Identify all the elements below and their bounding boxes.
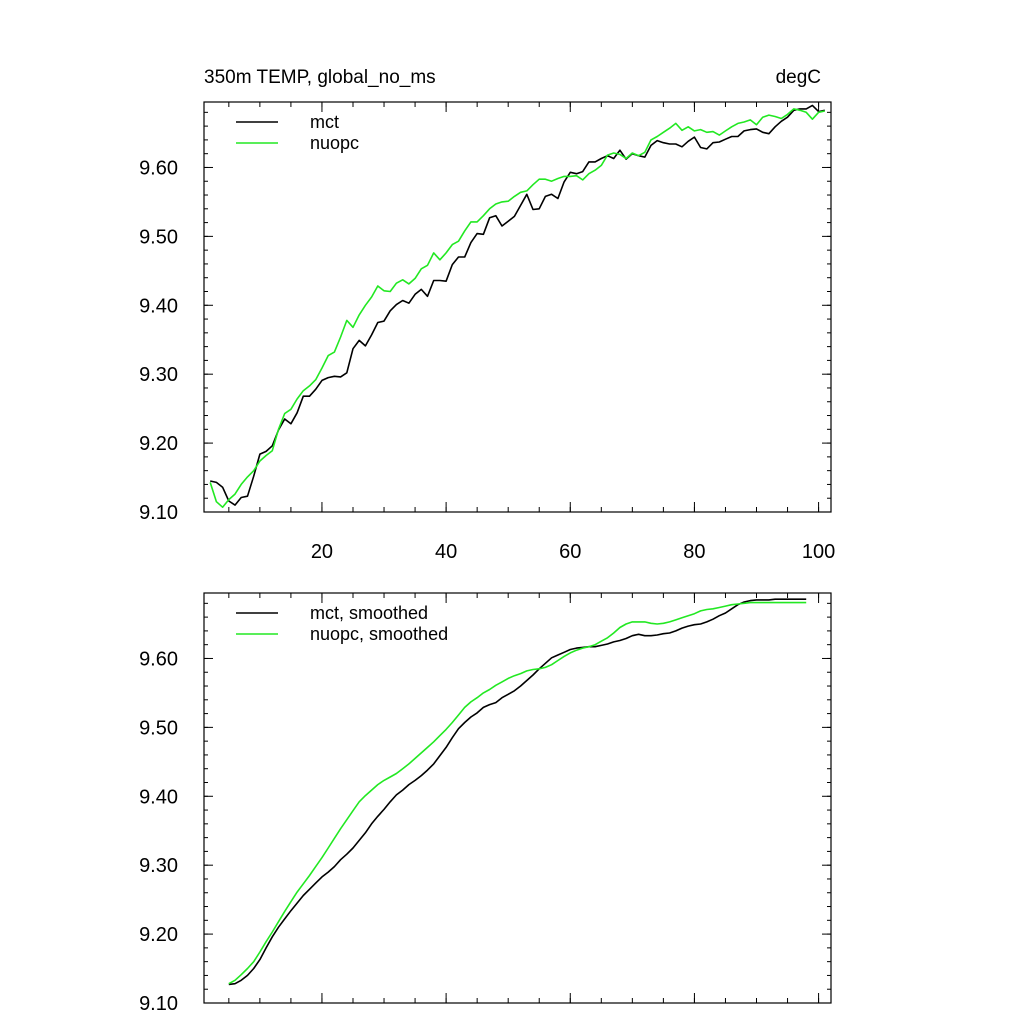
y-tick-label: 9.40 — [139, 295, 178, 317]
bottom-panel-axes: 9.10 9.20 9.30 9.40 9.50 9.60 — [139, 593, 831, 1015]
top-panel-series — [209, 104, 825, 509]
top-panel-title: 350m TEMP, global_no_ms — [204, 67, 436, 88]
y-tick-label: 9.20 — [139, 433, 178, 455]
y-tick-label: 9.50 — [139, 717, 178, 739]
legend-label: mct — [310, 112, 339, 132]
x-tick-label: 20 — [311, 541, 333, 563]
bottom-panel: 9.10 9.20 9.30 9.40 9.50 9.60 mct, smoothednu… — [139, 592, 832, 1015]
bottom-series-0-line — [228, 598, 807, 986]
y-tick-label: 9.60 — [139, 157, 178, 179]
top-series-0-line — [210, 104, 825, 506]
legend-label: nuopc, smoothed — [310, 624, 448, 644]
y-tick-label: 9.50 — [139, 226, 178, 248]
x-tick-label: 40 — [435, 541, 457, 563]
bottom-series-1-line — [228, 601, 807, 985]
y-tick-label: 9.30 — [139, 364, 178, 386]
top-series-1-line — [209, 108, 825, 509]
top-panel: 350m TEMP, global_no_ms degC 9.10 9.20 9.3… — [139, 67, 835, 563]
top-panel-axes: 9.10 9.20 9.30 9.40 9.50 9.60 20 40 60 80 100 — [139, 102, 835, 563]
y-tick-label: 9.10 — [139, 502, 178, 524]
top-panel-frame — [203, 101, 832, 513]
top-panel-units: degC — [776, 67, 821, 88]
bottom-panel-frame — [203, 592, 832, 1004]
y-tick-label: 9.10 — [139, 993, 178, 1015]
x-tick-label: 80 — [683, 541, 705, 563]
bottom-panel-series — [228, 598, 807, 986]
y-tick-label: 9.30 — [139, 855, 178, 877]
y-tick-label: 9.40 — [139, 786, 178, 808]
y-tick-label: 9.20 — [139, 924, 178, 946]
x-tick-label: 100 — [802, 541, 835, 563]
legend-label: nuopc — [310, 133, 359, 153]
legend-label: mct, smoothed — [310, 603, 428, 623]
y-tick-label: 9.60 — [139, 648, 178, 670]
x-tick-label: 60 — [559, 541, 581, 563]
